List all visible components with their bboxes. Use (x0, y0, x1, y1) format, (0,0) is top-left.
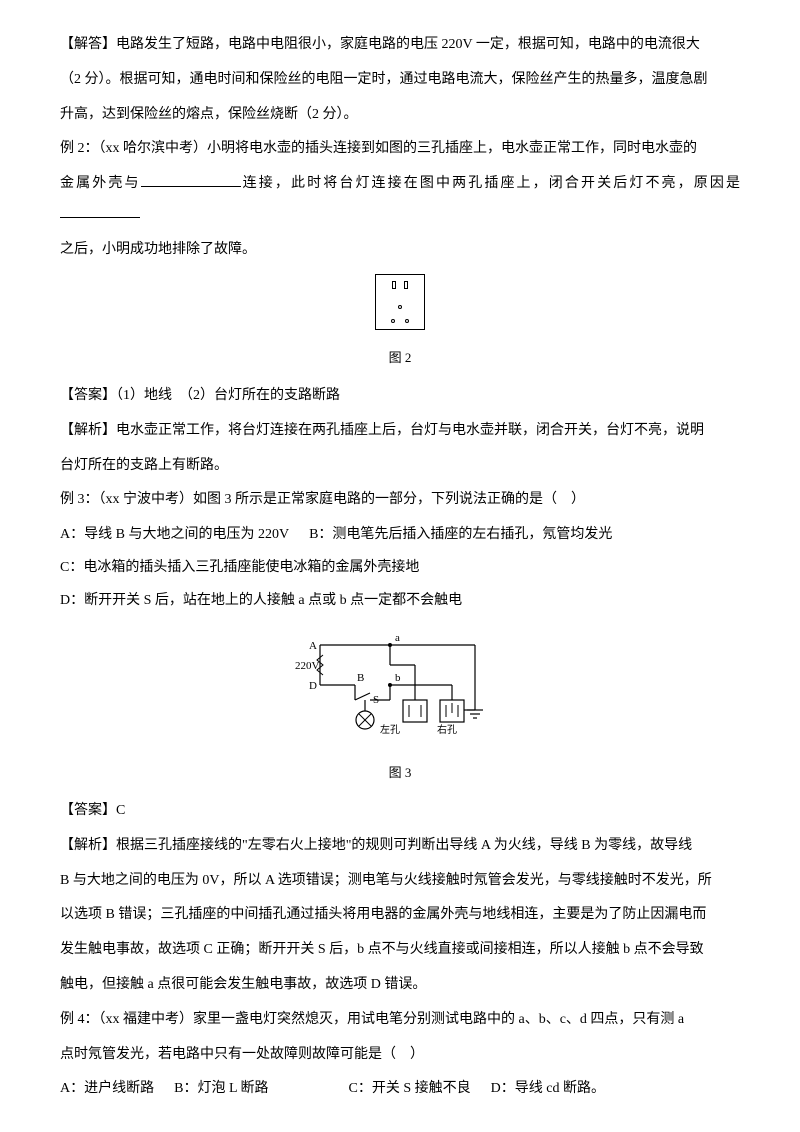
example3-source: （xx 宁波中考） (99, 492, 194, 507)
analysis3-line5: 触电，但接触 a 点很可能会发生触电事故，故选项 D 错误。 (60, 970, 740, 1001)
example3-optA: A：导线 B 与大地之间的电压为 220V (60, 527, 289, 542)
circuit-labelB: B (357, 672, 364, 684)
circuit-labela: a (395, 632, 400, 644)
analysis3-label: 【解析】 (60, 838, 116, 853)
example4-source: （xx 福建中考） (99, 1012, 194, 1027)
solution1-text1: 电路发生了短路，电路中电阻很小，家庭电路的电压 220V 一定，根据可知，电路中… (116, 37, 700, 52)
example2-text1: 小明将电水壶的插头连接到如图的三孔插座上，电水壶正常工作，同时电水壶的 (207, 141, 697, 156)
analysis2-line2: 台灯所在的支路上有断路。 (60, 451, 740, 482)
answer3-text: C (116, 803, 125, 818)
example4-optC: C：开关 S 接触不良 (349, 1081, 471, 1096)
example2-source: （xx 哈尔滨中考） (99, 141, 208, 156)
circuit-diagram: A D a b 220V S B 左孔 右孔 (295, 625, 505, 745)
analysis3-line3: 以选项 B 错误；三孔插座的中间插孔通过插头将用电器的金属外壳与地线相连，主要是… (60, 900, 740, 931)
blank-2 (60, 204, 140, 218)
example2-line2: 金属外壳与 连接，此时将台灯连接在图中两孔插座上，闭合开关后灯不亮，原因是 (60, 169, 740, 231)
solution1-line2: （2 分）。根据可知，通电时间和保险丝的电阻一定时，通过电路电流大，保险丝产生的… (60, 65, 740, 96)
blank-1 (141, 173, 241, 187)
analysis3-line1: 【解析】根据三孔插座接线的"左零右火上接地"的规则可判断出导线 A 为火线，导线… (60, 831, 740, 862)
example2-text2: 金属外壳与 (60, 176, 141, 191)
example3-line1: 例 3：（xx 宁波中考）如图 3 所示是正常家庭电路的一部分，下列说法正确的是… (60, 485, 740, 516)
example3-optD: D：断开开关 S 后，站在地上的人接触 a 点或 b 点一定都不会触电 (60, 586, 740, 617)
example4-optD: D：导线 cd 断路。 (491, 1081, 605, 1096)
circuit-right-label: 右孔 (437, 723, 457, 736)
socket-3hole-bottom (376, 313, 424, 327)
circuit-labelD: D (309, 680, 317, 692)
example4-line2: 点时氖管发光，若电路中只有一处故障则故障可能是（ ） (60, 1040, 740, 1071)
example4-label: 例 4： (60, 1012, 99, 1027)
example2-line1: 例 2：（xx 哈尔滨中考）小明将电水壶的插头连接到如图的三孔插座上，电水壶正常… (60, 134, 740, 165)
circuit-labelb: b (395, 672, 401, 684)
example3-optB: B：测电笔先后插入插座的左右插孔，氖管均发光 (309, 527, 612, 542)
example2-label: 例 2： (60, 141, 99, 156)
figure3-container: A D a b 220V S B 左孔 右孔 (60, 625, 740, 788)
example4-optA: A：进户线断路 (60, 1081, 154, 1096)
answer3: 【答案】C (60, 796, 740, 827)
solution1-line1: 【解答】电路发生了短路，电路中电阻很小，家庭电路的电压 220V 一定，根据可知… (60, 30, 740, 61)
example3-optC: C：电冰箱的插头插入三孔插座能使电冰箱的金属外壳接地 (60, 553, 740, 584)
analysis2-text1: 电水壶正常工作，将台灯连接在两孔插座上后，台灯与电水壶并联，闭合开关，台灯不亮，… (116, 423, 704, 438)
example2-text3: 连接，此时将台灯连接在图中两孔插座上，闭合开关后灯不亮，原因是 (241, 176, 740, 191)
answer2-text: （1）地线 （2）台灯所在的支路断路 (116, 388, 340, 403)
analysis3-line4: 发生触电事故，故选项 C 正确；断开开关 S 后，b 点不与火线直接或间接相连，… (60, 935, 740, 966)
solution1-line3: 升高，达到保险丝的熔点，保险丝烧断（2 分）。 (60, 100, 740, 131)
analysis3-text1: 根据三孔插座接线的"左零右火上接地"的规则可判断出导线 A 为火线，导线 B 为… (116, 838, 692, 853)
circuit-left-label: 左孔 (380, 723, 400, 736)
example4-options: A：进户线断路 B：灯泡 L 断路 C：开关 S 接触不良 D：导线 cd 断路。 (60, 1074, 740, 1105)
example2-line3: 之后，小明成功地排除了故障。 (60, 235, 740, 266)
circuit-labelA: A (309, 640, 317, 652)
example4-optB: B：灯泡 L 断路 (174, 1081, 268, 1096)
analysis-label: 【解析】 (60, 423, 116, 438)
example3-optAB: A：导线 B 与大地之间的电压为 220V B：测电笔先后插入插座的左右插孔，氖管… (60, 520, 740, 551)
example3-label: 例 3： (60, 492, 99, 507)
analysis3-line2: B 与大地之间的电压为 0V，所以 A 选项错误；测电笔与火线接触时氖管会发光，… (60, 866, 740, 897)
solution-label: 【解答】 (60, 37, 116, 52)
analysis2-line1: 【解析】电水壶正常工作，将台灯连接在两孔插座上后，台灯与电水壶并联，闭合开关，台… (60, 416, 740, 447)
figure3-caption: 图 3 (60, 759, 740, 788)
circuit-voltage: 220V (295, 660, 320, 672)
socket-2hole (376, 281, 424, 292)
example4-line1: 例 4：（xx 福建中考）家里一盏电灯突然熄灭，用试电笔分别测试电路中的 a、b… (60, 1005, 740, 1036)
answer2: 【答案】（1）地线 （2）台灯所在的支路断路 (60, 381, 740, 412)
socket-3hole-top (376, 299, 424, 313)
answer3-label: 【答案】 (60, 803, 116, 818)
example3-text: 如图 3 所示是正常家庭电路的一部分，下列说法正确的是（ ） (193, 492, 585, 507)
figure2-caption: 图 2 (60, 344, 740, 373)
figure2-container: 图 2 (60, 274, 740, 373)
socket-diagram (375, 274, 425, 330)
answer-label: 【答案】 (60, 388, 116, 403)
example4-text1: 家里一盏电灯突然熄灭，用试电笔分别测试电路中的 a、b、c、d 四点，只有测 a (193, 1012, 684, 1027)
